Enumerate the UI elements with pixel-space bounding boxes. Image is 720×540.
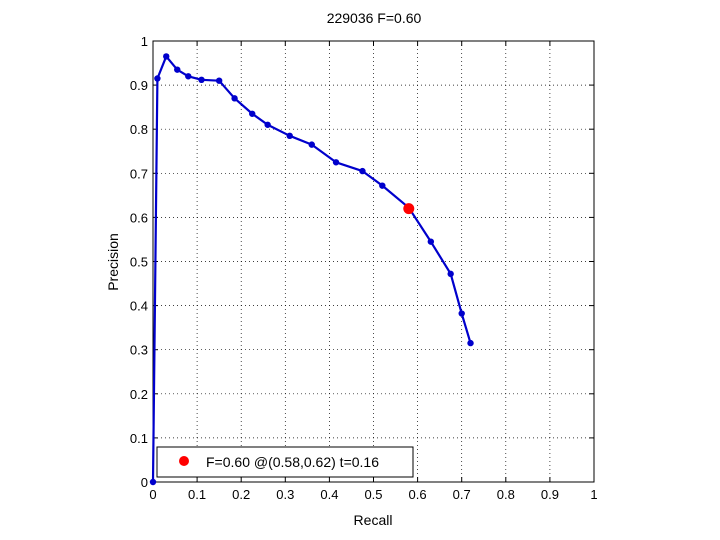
y-tick-label: 0.2 bbox=[130, 387, 148, 402]
x-tick-label: 0.5 bbox=[364, 487, 382, 502]
y-tick-label: 1 bbox=[141, 34, 148, 49]
series-point bbox=[149, 478, 157, 486]
grid bbox=[153, 41, 594, 482]
x-tick-label: 0.3 bbox=[276, 487, 294, 502]
y-tick-label: 0.5 bbox=[130, 255, 148, 270]
x-tick-label: 0.8 bbox=[497, 487, 515, 502]
series-point bbox=[458, 310, 465, 317]
y-tick-label: 0.4 bbox=[130, 299, 148, 314]
series-point bbox=[467, 339, 474, 347]
best-f-point bbox=[403, 203, 415, 215]
series-point bbox=[185, 73, 192, 80]
series-point bbox=[163, 53, 170, 60]
y-tick-label: 0.6 bbox=[130, 210, 148, 225]
series-line bbox=[151, 55, 472, 483]
series-point bbox=[174, 66, 181, 73]
series-point bbox=[427, 238, 435, 245]
series-point bbox=[264, 121, 271, 128]
x-tick-label: 1 bbox=[590, 487, 597, 502]
y-tick-label: 0.3 bbox=[130, 343, 148, 358]
series-point bbox=[231, 95, 238, 102]
x-tick-label: 0.1 bbox=[188, 487, 206, 502]
x-tick-label: 0.6 bbox=[409, 487, 427, 502]
y-tick-label: 0.9 bbox=[130, 78, 148, 93]
series-point bbox=[249, 110, 256, 117]
series-point bbox=[198, 76, 205, 84]
x-tick-label: 0.7 bbox=[453, 487, 471, 502]
y-tick-labels: 0 0.1 0.2 0.3 0.4 0.5 0.6 0.7 0.8 0.9 1 bbox=[130, 34, 148, 490]
x-tick-label: 0.2 bbox=[232, 487, 250, 502]
x-tick-label: 0.9 bbox=[541, 487, 559, 502]
chart-title: 229036 F=0.60 bbox=[327, 10, 422, 26]
series-point bbox=[215, 77, 223, 84]
series-point bbox=[308, 141, 315, 148]
y-tick-label: 0.1 bbox=[130, 431, 148, 446]
x-tick-label: 0.4 bbox=[320, 487, 338, 502]
series-point bbox=[359, 167, 366, 175]
series-point bbox=[379, 182, 386, 189]
highlight bbox=[403, 203, 415, 215]
y-axis-label: Precision bbox=[105, 233, 121, 291]
legend-marker-dot bbox=[179, 456, 189, 466]
series-point bbox=[332, 159, 340, 166]
y-tick-label: 0.8 bbox=[130, 122, 148, 137]
series-point bbox=[154, 75, 161, 82]
legend: F=0.60 @(0.58,0.62) t=0.16 bbox=[156, 446, 414, 478]
y-tick-label: 0.7 bbox=[130, 166, 148, 181]
x-tick-label: 0 bbox=[149, 487, 156, 502]
series-point bbox=[447, 270, 454, 278]
legend-entry-label: F=0.60 @(0.58,0.62) t=0.16 bbox=[206, 454, 379, 470]
y-tick-label: 0 bbox=[141, 475, 148, 490]
series bbox=[149, 53, 474, 486]
x-tick-labels: 0 0.1 0.2 0.3 0.4 0.5 0.6 0.7 0.8 0.9 1 bbox=[149, 487, 597, 502]
legend-box bbox=[156, 446, 414, 478]
x-axis-label: Recall bbox=[354, 512, 393, 528]
series-point bbox=[286, 132, 293, 140]
